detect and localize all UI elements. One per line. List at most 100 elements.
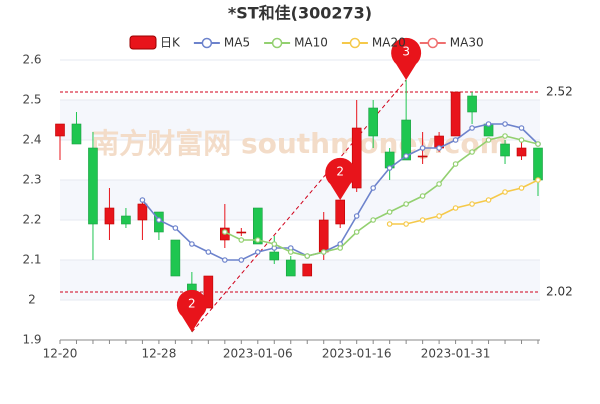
y-tick-label: 2 (28, 293, 36, 307)
reference-label: 2.02 (546, 285, 573, 299)
ma-point (370, 217, 376, 223)
watermark: 南方财富网 southmoney.com (91, 127, 509, 160)
ma-point (436, 181, 442, 187)
candle-body (203, 275, 214, 309)
ma-point (485, 121, 492, 127)
ma-point (403, 221, 409, 227)
annotation-label: 2 (336, 165, 344, 179)
ma-point (518, 125, 525, 131)
x-tick-label: 2023-01-16 (322, 347, 392, 361)
ma-point (502, 189, 508, 195)
ma-point (452, 205, 459, 211)
annotation-pin (176, 289, 207, 332)
candle-body (269, 251, 280, 261)
ma-line (389, 179, 539, 225)
ma-point (386, 209, 393, 215)
chart-title: *ST和佳(300273) (228, 4, 372, 23)
ma-point (222, 257, 228, 263)
y-tick-label: 2.4 (22, 133, 41, 147)
ma-point (452, 137, 459, 143)
ma-point (189, 241, 195, 247)
ma-point (271, 241, 278, 247)
candle-body (285, 259, 296, 277)
ma-point (238, 257, 245, 263)
reference-label: 2.52 (546, 85, 573, 99)
y-tick-label: 2.1 (22, 253, 41, 267)
candle-body (335, 199, 346, 225)
ma-point (469, 125, 475, 131)
ma-point (502, 121, 508, 127)
annotation-pin (325, 157, 356, 200)
candle-body (417, 155, 428, 158)
x-tick-label: 2023-01-06 (223, 347, 293, 361)
ma-point (469, 201, 475, 207)
legend-label: MA5 (224, 36, 250, 50)
x-tick-label: 2023-01-31 (421, 347, 491, 361)
candle-body (121, 215, 131, 225)
x-tick-label: 12-28 (141, 347, 176, 361)
ma-point (386, 165, 393, 171)
ma-point (403, 201, 409, 207)
candle-body (104, 207, 115, 225)
candle-body (170, 239, 181, 277)
ma-point (304, 253, 311, 259)
ma-point (419, 145, 426, 151)
annotation-pin (391, 37, 422, 80)
ma-point (353, 213, 360, 219)
candle-body (302, 263, 313, 277)
candle-body (55, 123, 65, 137)
ma-point (320, 249, 327, 255)
annotation-label: 3 (402, 45, 410, 59)
x-tick-label: 12-20 (43, 347, 78, 361)
y-tick-label: 1.9 (22, 333, 41, 347)
legend-swatch (349, 37, 361, 49)
y-tick-label: 2.3 (22, 173, 41, 187)
legend-swatch (427, 37, 439, 49)
ma-point (254, 249, 261, 255)
candle-body (71, 123, 82, 145)
ma-point (139, 197, 146, 203)
ma-point (205, 249, 212, 255)
ma-point (419, 217, 426, 223)
candle-body (401, 119, 411, 161)
candle-body (318, 219, 329, 253)
candle-body (236, 231, 247, 234)
ma-point (535, 141, 541, 147)
ma-point (535, 177, 541, 183)
ma-line (224, 135, 539, 257)
ma-point (353, 229, 360, 235)
y-tick-label: 2.2 (22, 213, 41, 227)
ma-point (386, 221, 393, 227)
ma-point (469, 149, 475, 155)
legend-label: MA30 (450, 36, 484, 50)
candle-body (450, 91, 461, 137)
y-tick-label: 2.5 (22, 93, 41, 107)
legend-label: MA10 (294, 36, 328, 50)
legend-swatch (201, 37, 213, 49)
candle-body (252, 207, 263, 245)
ma-point (485, 137, 492, 143)
ma-point (254, 237, 261, 243)
ma-point (502, 133, 508, 139)
ma-point (222, 229, 228, 235)
candle-body (467, 95, 477, 113)
ma-point (436, 213, 442, 219)
candle-body (368, 107, 378, 137)
candle-body (351, 127, 362, 189)
legend-label: 日K (160, 36, 181, 50)
ma-point (452, 161, 459, 167)
legend-swatch (129, 35, 157, 50)
ma-point (518, 137, 525, 143)
ma-point (287, 249, 294, 255)
ma-point (172, 225, 179, 231)
grid-band (60, 180, 540, 220)
ma-point (370, 185, 376, 191)
annotation-label: 2 (188, 297, 196, 311)
y-tick-label: 2.6 (22, 53, 41, 67)
ma-point (156, 217, 162, 223)
candle-body (500, 143, 510, 157)
candle-body (88, 147, 98, 225)
candle-body (137, 203, 148, 221)
grid-band (60, 260, 540, 300)
